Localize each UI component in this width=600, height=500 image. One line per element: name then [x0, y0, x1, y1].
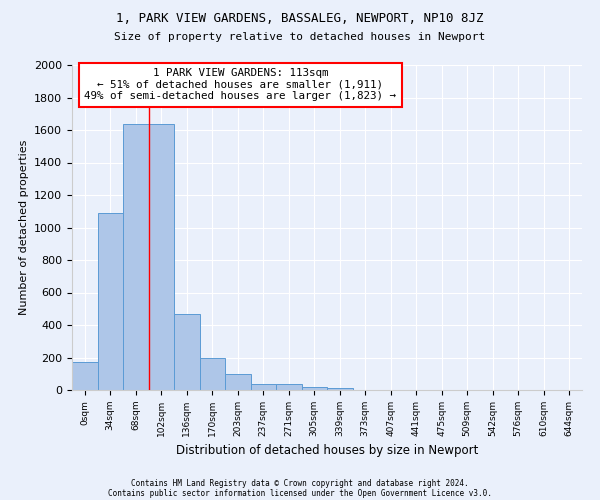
Bar: [97, 213, 123, 390]
X-axis label: Distribution of detached houses by size in Newport: Distribution of detached houses by size …: [176, 444, 478, 458]
Bar: [174, 314, 199, 390]
Bar: [327, 388, 353, 390]
Bar: [251, 384, 276, 390]
Bar: [199, 358, 225, 390]
Bar: [276, 384, 302, 390]
Text: Size of property relative to detached houses in Newport: Size of property relative to detached ho…: [115, 32, 485, 42]
Bar: [72, 362, 97, 390]
Y-axis label: Number of detached properties: Number of detached properties: [19, 140, 29, 315]
Text: Contains HM Land Registry data © Crown copyright and database right 2024.: Contains HM Land Registry data © Crown c…: [131, 478, 469, 488]
Bar: [225, 374, 251, 390]
Bar: [302, 387, 327, 390]
Bar: [123, 124, 149, 390]
Bar: [149, 124, 174, 390]
Text: 1, PARK VIEW GARDENS, BASSALEG, NEWPORT, NP10 8JZ: 1, PARK VIEW GARDENS, BASSALEG, NEWPORT,…: [116, 12, 484, 26]
Text: 1 PARK VIEW GARDENS: 113sqm
← 51% of detached houses are smaller (1,911)
49% of : 1 PARK VIEW GARDENS: 113sqm ← 51% of det…: [85, 68, 397, 102]
Text: Contains public sector information licensed under the Open Government Licence v3: Contains public sector information licen…: [108, 488, 492, 498]
